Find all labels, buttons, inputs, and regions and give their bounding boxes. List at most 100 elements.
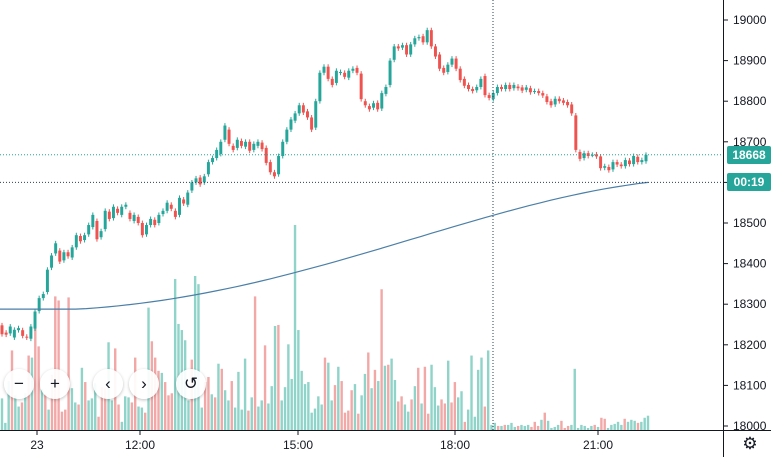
- volume-bar: [483, 406, 487, 430]
- volume-bar: [37, 346, 40, 430]
- candle-body: [17, 328, 20, 331]
- volume-bar: [353, 384, 357, 430]
- volume-bar: [486, 350, 490, 430]
- volume-bar: [90, 398, 94, 430]
- volume-bar: [397, 401, 400, 430]
- volume-bar: [120, 421, 124, 430]
- volume-bar: [566, 425, 570, 430]
- volume-bar: [34, 317, 37, 430]
- volume-bar: [157, 370, 160, 430]
- candle-body: [215, 149, 219, 159]
- volume-bar: [380, 289, 383, 430]
- y-tick-label: 18100: [733, 378, 767, 392]
- candle-body: [405, 45, 409, 55]
- volume-bar: [77, 404, 80, 430]
- candle-body: [599, 156, 603, 169]
- chevron-right-icon: ›: [141, 374, 147, 393]
- volume-bar: [233, 407, 237, 430]
- candle-body: [433, 46, 437, 57]
- minus-icon: −: [14, 374, 24, 393]
- volume-bar: [313, 408, 317, 430]
- volume-bar: [563, 427, 566, 430]
- volume-bar: [443, 403, 447, 430]
- candle-body: [351, 68, 355, 71]
- volume-bar: [257, 406, 260, 430]
- volume-bar: [503, 424, 507, 430]
- candle-body: [343, 72, 347, 77]
- candle-body: [438, 54, 442, 69]
- volume-bar: [117, 404, 120, 430]
- candle-body: [161, 210, 165, 215]
- volume-bar: [197, 284, 200, 430]
- volume-bar: [243, 358, 247, 430]
- candle-body: [153, 219, 157, 226]
- candle-body: [186, 192, 190, 205]
- candles: [0, 27, 648, 342]
- volume-bar: [447, 360, 450, 430]
- candle-body: [578, 151, 582, 159]
- reset-chart-button[interactable]: ↺: [176, 369, 206, 399]
- volume-bar: [570, 424, 573, 430]
- candle-body: [306, 111, 309, 118]
- candle-body: [495, 86, 499, 94]
- volume-bar: [97, 416, 100, 430]
- volume-bar: [550, 427, 553, 430]
- volume-bar: [606, 427, 610, 430]
- volume-bar: [273, 325, 277, 430]
- volume-bar: [80, 367, 84, 430]
- volume-bar: [377, 381, 380, 430]
- candle-body: [409, 44, 413, 55]
- candle-body: [570, 104, 574, 114]
- volume-bar: [437, 405, 440, 430]
- volume-bar: [466, 409, 470, 430]
- volume-bar: [303, 384, 307, 430]
- candle-body: [58, 250, 62, 262]
- candle-body: [136, 216, 140, 223]
- candle-body: [50, 255, 54, 268]
- volume-bar: [57, 300, 60, 430]
- volume-bar: [124, 396, 127, 430]
- candle-body: [594, 154, 598, 157]
- volume-bar: [217, 363, 220, 430]
- volume-bar: [390, 358, 393, 430]
- zoom-out-button[interactable]: −: [4, 369, 34, 399]
- volume-bar: [260, 400, 263, 430]
- y-tick-label: 18700: [733, 135, 767, 149]
- candle-body: [78, 235, 82, 242]
- volume-bar: [44, 394, 47, 430]
- volume-bar: [417, 367, 420, 430]
- volume-bar: [163, 382, 167, 430]
- volume-bar: [470, 355, 473, 430]
- volume-bar: [430, 364, 433, 430]
- candle-body: [107, 211, 111, 219]
- candle-body: [293, 113, 297, 121]
- candle-body: [590, 154, 594, 156]
- volume-bar: [247, 410, 250, 430]
- candle-body: [504, 84, 508, 90]
- candle-body: [413, 38, 417, 45]
- zoom-in-button[interactable]: +: [40, 369, 70, 399]
- scroll-left-button[interactable]: ‹: [93, 369, 123, 399]
- candle-body: [446, 64, 450, 72]
- settings-button[interactable]: ⚙: [738, 432, 762, 456]
- volume-bar: [24, 393, 27, 430]
- volume-bar: [104, 388, 107, 430]
- scroll-right-button[interactable]: ›: [129, 369, 159, 399]
- volume-bar: [530, 426, 533, 430]
- volume-bar: [17, 406, 20, 430]
- x-tick-label: 21:00: [583, 438, 613, 452]
- chevron-left-icon: ‹: [105, 374, 111, 393]
- candle-body: [322, 66, 326, 73]
- volume-bar: [427, 413, 430, 430]
- candle-body: [454, 58, 458, 69]
- candle-body: [330, 78, 334, 85]
- candle-body: [421, 36, 425, 43]
- volume-bar: [100, 387, 104, 430]
- x-tick-label: 18:00: [440, 438, 470, 452]
- volume-bar: [556, 424, 560, 430]
- volume-bar: [203, 382, 207, 430]
- candle-body: [124, 204, 128, 207]
- candle-body: [363, 101, 367, 106]
